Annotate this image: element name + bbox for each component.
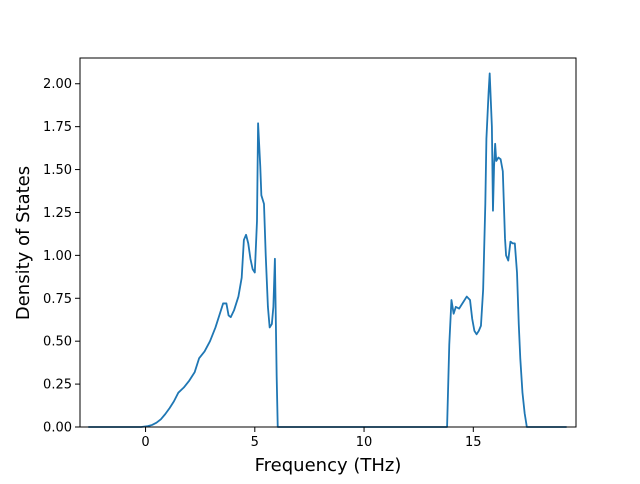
x-tick-label-1: 5 xyxy=(251,435,259,450)
plot-content xyxy=(87,72,568,428)
y-tick-label-6: 1.50 xyxy=(43,163,72,178)
y-tick-label-5: 1.25 xyxy=(43,206,72,221)
x-axis-label: Frequency (THz) xyxy=(255,455,402,476)
series-line-0 xyxy=(87,72,568,428)
y-tick-label-2: 0.50 xyxy=(43,335,72,350)
y-tick-label-1: 0.25 xyxy=(43,378,72,393)
y-axis-label: Density of States xyxy=(13,166,34,320)
y-tick-label-4: 1.00 xyxy=(43,249,72,264)
axes: 0 5 10 15 0.00 0.25 0.50 0.75 1.00 1.25 1.50 1.75 2.… xyxy=(43,57,577,450)
x-tick-label-0: 0 xyxy=(141,435,149,450)
x-tick-label-2: 10 xyxy=(356,435,373,450)
y-tick-label-3: 0.75 xyxy=(43,292,72,307)
y-tick-label-7: 1.75 xyxy=(43,120,72,135)
y-tick-label-0: 0.00 xyxy=(43,421,72,436)
plot-frame xyxy=(79,57,577,428)
x-tick-label-3: 15 xyxy=(465,435,482,450)
y-tick-label-8: 2.00 xyxy=(43,77,72,92)
